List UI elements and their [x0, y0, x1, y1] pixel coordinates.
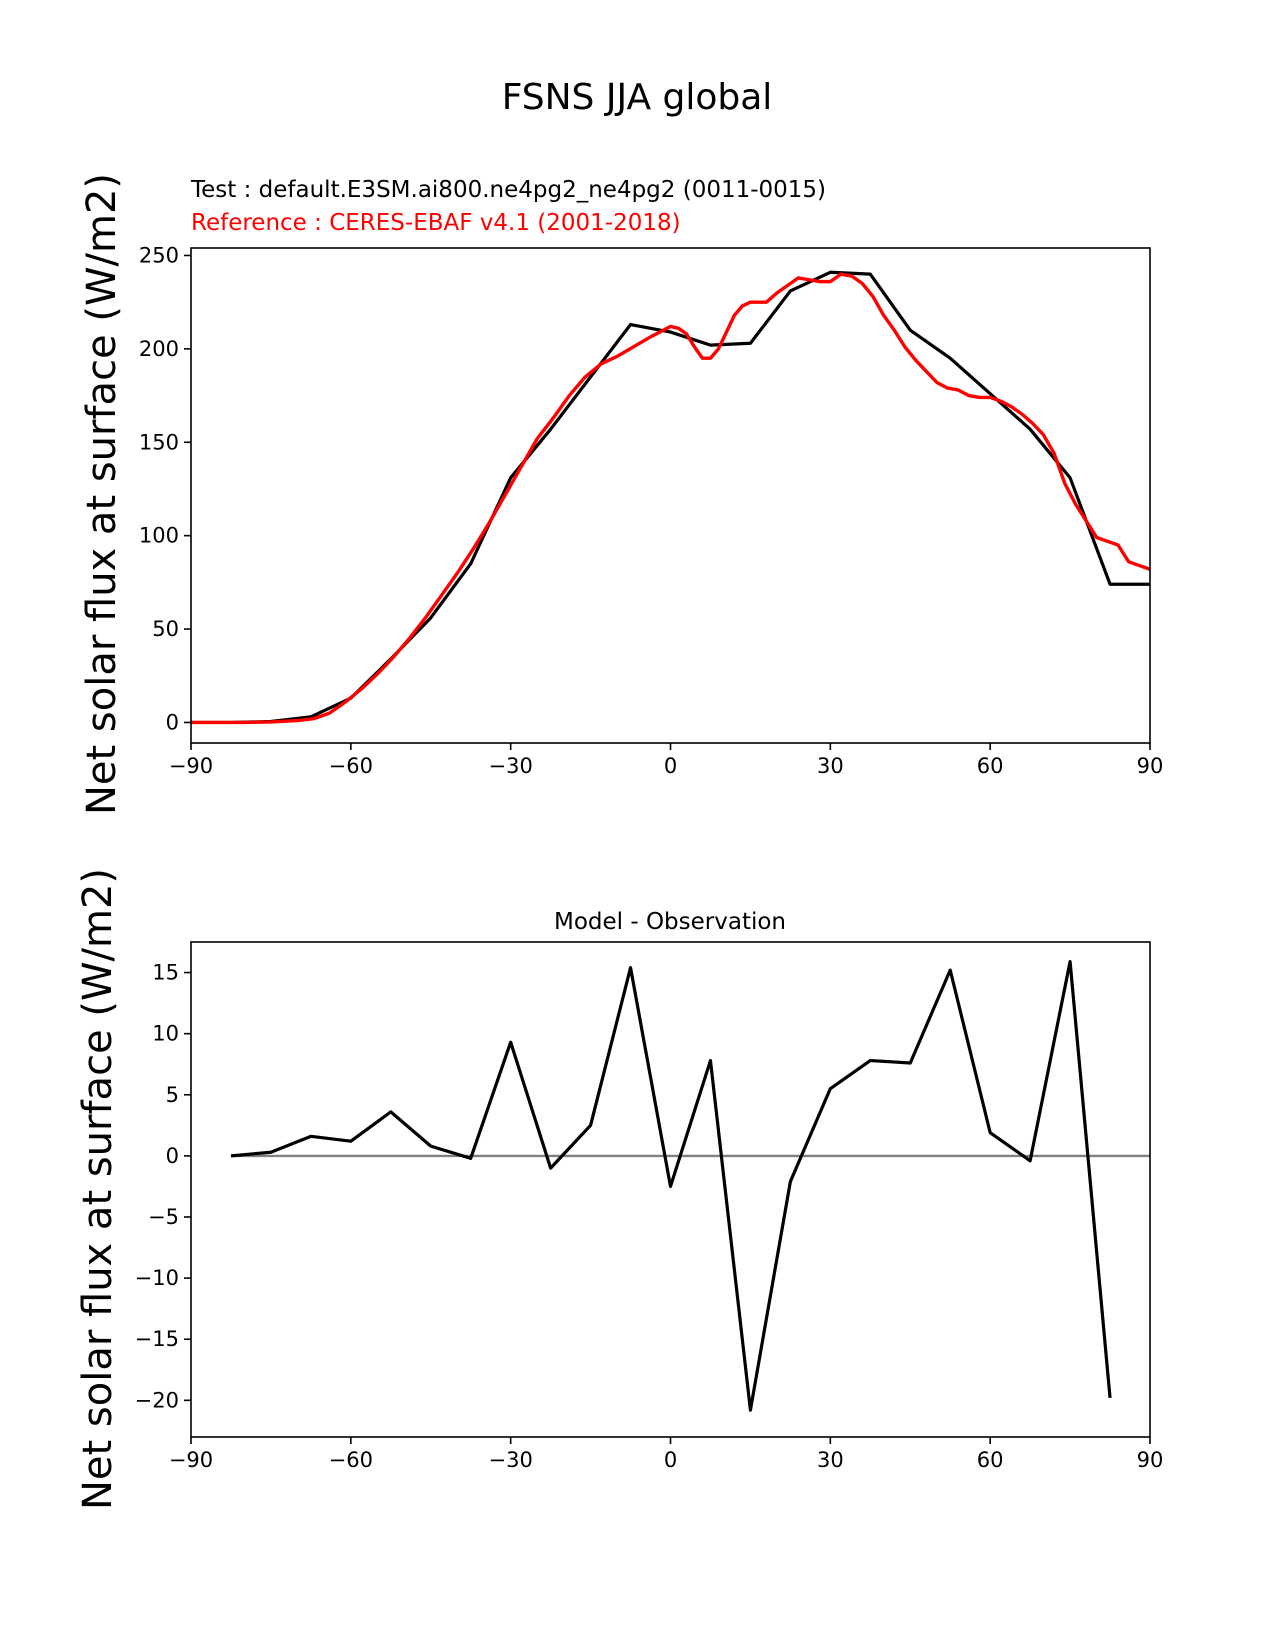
x-tick-label: −90 [169, 754, 213, 778]
y-tick-label: −10 [135, 1266, 179, 1290]
y-tick-label: 200 [139, 337, 179, 361]
x-tick-label: −60 [329, 754, 373, 778]
bottom-ticks-group: −90 −60 −30 0 30 60 90 15 10 5 0 −5 −10 −15 −20 [135, 961, 1164, 1472]
y-tick-label: 5 [166, 1083, 179, 1107]
reference-label: Reference : CERES-EBAF v4.1 (2001-2018) [191, 210, 681, 236]
top-ticks-group: −90 −60 −30 0 30 60 90 0 50 100 150 200 250 [139, 243, 1163, 778]
y-tick-label: −5 [148, 1205, 179, 1229]
x-tick-label: −30 [489, 754, 533, 778]
bottom-panel: Model - Observation Net solar flux at su… [75, 868, 1163, 1510]
bottom-series-group [230, 959, 1112, 1412]
x-tick-label: 30 [817, 1448, 844, 1472]
y-tick-label: 250 [139, 243, 179, 267]
top-plot-frame [190, 247, 1151, 744]
y-tick-label: 0 [166, 710, 179, 734]
top-series-group [191, 270, 1151, 725]
x-tick-label: −60 [329, 1448, 373, 1472]
figure-title: FSNS JJA global [502, 77, 773, 118]
test-label: Test : default.E3SM.ai800.ne4pg2_ne4pg2 … [190, 177, 826, 203]
y-tick-label: −20 [135, 1388, 179, 1412]
y-tick-label: 150 [139, 430, 179, 454]
y-tick-label: 0 [166, 1144, 179, 1168]
x-tick-label: 60 [977, 754, 1004, 778]
y-tick-label: 10 [152, 1022, 179, 1046]
top-y-axis-label: Net solar flux at surface (W/m2) [79, 173, 125, 815]
x-tick-label: 90 [1137, 754, 1164, 778]
x-tick-label: 0 [664, 1448, 677, 1472]
x-tick-label: 60 [977, 1448, 1004, 1472]
x-tick-label: 30 [817, 754, 844, 778]
bottom-y-axis-label: Net solar flux at surface (W/m2) [75, 868, 121, 1510]
x-tick-label: −30 [489, 1448, 533, 1472]
series-line-0-0 [191, 270, 1150, 725]
bottom-plot-frame [190, 941, 1151, 1438]
y-tick-label: 50 [152, 617, 179, 641]
top-panel: Test : default.E3SM.ai800.ne4pg2_ne4pg2 … [79, 173, 1163, 815]
series-line-0-1 [191, 272, 1151, 725]
y-tick-label: 15 [152, 961, 179, 985]
x-tick-label: 90 [1137, 1448, 1164, 1472]
x-tick-label: −90 [169, 1448, 213, 1472]
y-tick-label: −15 [135, 1327, 179, 1351]
bottom-panel-title: Model - Observation [554, 909, 786, 935]
x-tick-label: 0 [664, 754, 677, 778]
y-tick-label: 100 [139, 524, 179, 548]
series-line-1-0 [230, 959, 1112, 1412]
